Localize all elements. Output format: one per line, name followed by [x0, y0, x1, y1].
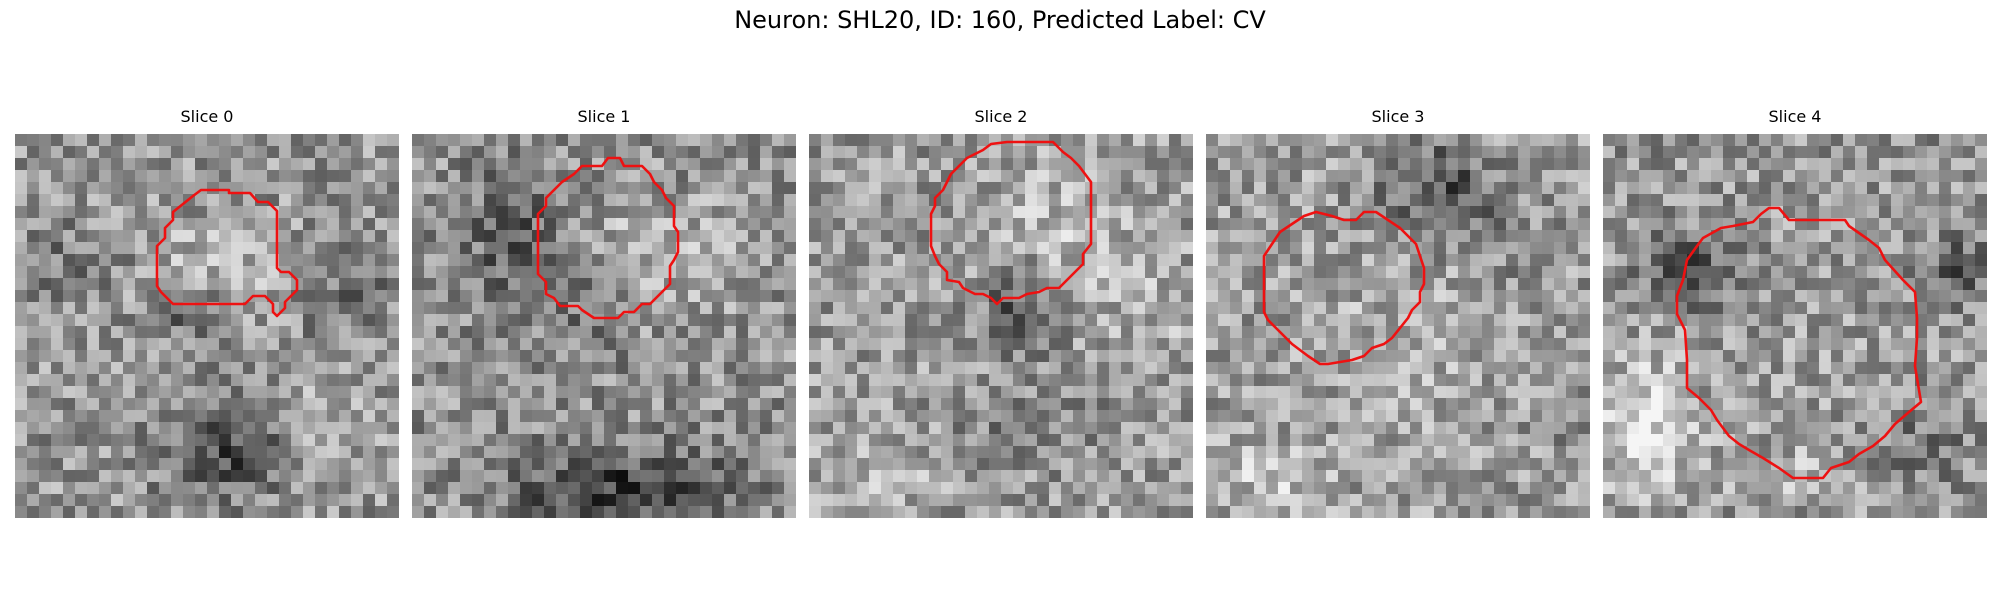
slice-title-0: Slice 0 — [180, 107, 234, 126]
figure-title: Neuron: SHL20, ID: 160, Predicted Label:… — [734, 6, 1266, 34]
roi-contour-3 — [1262, 210, 1426, 366]
slice-panel-3: Slice 3 — [1206, 107, 1590, 521]
slice-panel-1: Slice 1 — [412, 107, 796, 521]
roi-contour-0 — [155, 188, 299, 318]
slice-image-1 — [412, 134, 796, 518]
roi-contour-2 — [929, 140, 1093, 306]
slice-image-0 — [15, 134, 399, 518]
slice-image-4 — [1603, 134, 1987, 518]
roi-contour-1 — [536, 156, 680, 320]
slice-panel-2: Slice 2 — [809, 107, 1193, 521]
slice-title-3: Slice 3 — [1371, 107, 1425, 126]
roi-contour-4 — [1675, 206, 1923, 480]
slice-panel-4: Slice 4 — [1603, 107, 1987, 521]
slice-title-1: Slice 1 — [577, 107, 631, 126]
slice-panel-0: Slice 0 — [15, 107, 399, 521]
slice-image-2 — [809, 134, 1193, 518]
slice-title-2: Slice 2 — [974, 107, 1028, 126]
slice-title-4: Slice 4 — [1768, 107, 1822, 126]
slice-image-3 — [1206, 134, 1590, 518]
